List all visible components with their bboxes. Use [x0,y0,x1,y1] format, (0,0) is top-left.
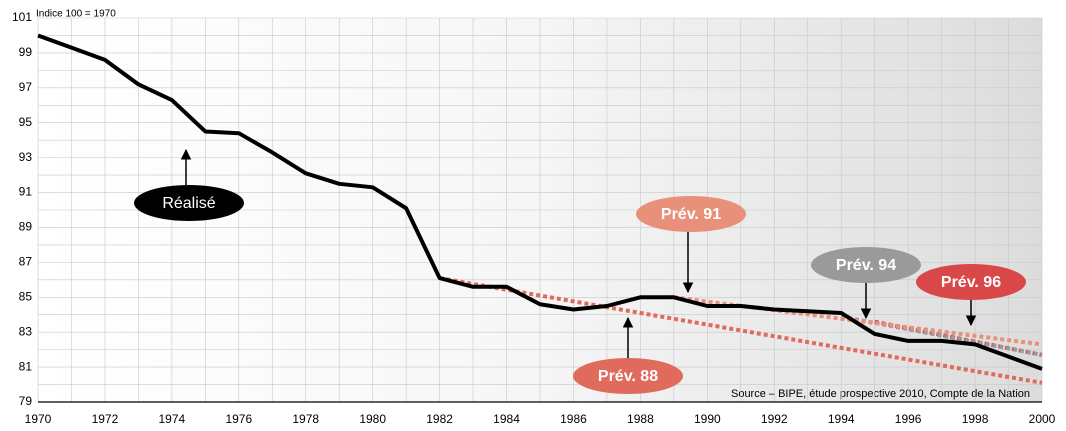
callout [916,264,1026,300]
y-tick-label: 97 [19,80,33,94]
y-tick-label: 99 [19,45,33,59]
legend-label: Prév. 96 [941,274,1001,291]
x-tick-label: 1984 [493,412,520,426]
x-tick-label: 1978 [292,412,319,426]
callout [636,196,746,232]
callout [811,247,921,283]
y-tick-label: 93 [19,150,33,164]
y-tick-label: 83 [19,324,33,338]
x-tick-label: 1976 [225,412,252,426]
y-tick-label: 79 [19,394,33,408]
x-tick-label: 1990 [694,412,721,426]
x-tick-label: 1970 [25,412,52,426]
x-tick-label: 1974 [159,412,186,426]
y-tick-label: 85 [19,289,33,303]
legend-label: Prév. 91 [661,206,721,223]
y-tick-label: 91 [19,185,33,199]
callout [573,358,683,394]
forecast-line [439,276,1043,385]
forecast-line [673,295,1043,347]
source: Source – BIPE, étude prospective 2010, C… [731,388,1030,400]
x-tick-label: 1998 [962,412,989,426]
y-tick-label: 101 [12,10,32,24]
callout [134,185,244,221]
forecast-line [840,314,1043,357]
x-tick-label: 1996 [895,412,922,426]
y-tick-label: 89 [19,220,33,234]
x-tick-label: 1994 [828,412,855,426]
x-tick-label: 1982 [426,412,453,426]
legend-label: Prév. 94 [836,257,896,274]
y-tick-label: 81 [19,359,33,373]
x-tick-label: 1980 [359,412,386,426]
y-axis-label: Indice 100 = 1970 [36,9,116,20]
x-tick-label: 1972 [92,412,119,426]
x-tick-label: 1986 [560,412,587,426]
y-tick-label: 87 [19,255,33,269]
x-tick-label: 1992 [761,412,788,426]
legend-label: Prév. 88 [598,368,658,385]
line [37,33,1043,371]
y-tick-label: 95 [19,115,33,129]
x-tick-label: 2000 [1029,412,1056,426]
x-tick-label: 1988 [627,412,654,426]
legend-label: Réalisé [162,195,215,212]
